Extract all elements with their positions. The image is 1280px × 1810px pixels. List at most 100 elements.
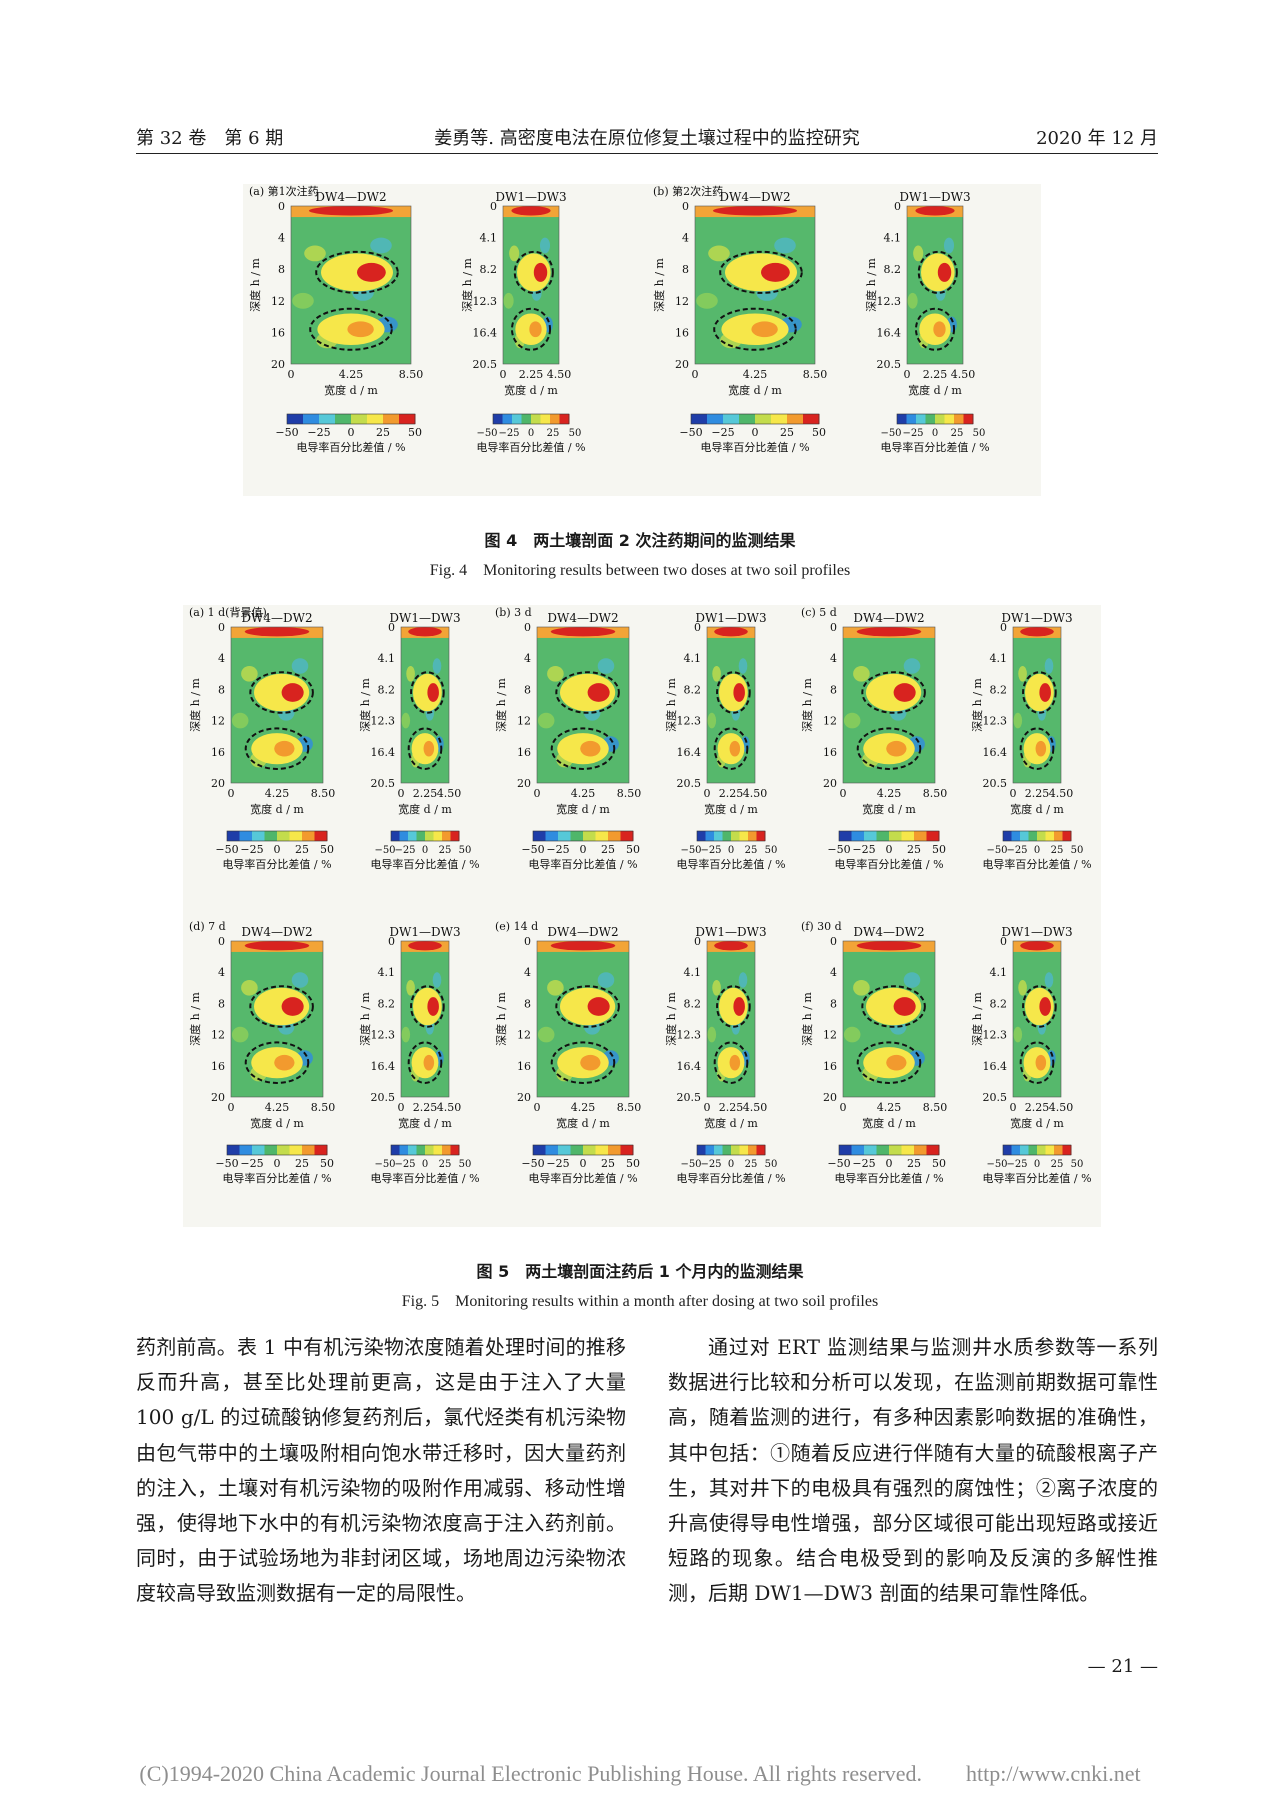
colorbar-swatch [450, 831, 460, 841]
colorbar-swatch [512, 414, 522, 424]
y-tick-label: 0 [694, 935, 701, 948]
x-tick-label: 0 [534, 787, 541, 800]
colorbar-swatch [748, 831, 757, 841]
x-tick-label: 2.25 [719, 787, 744, 800]
anomaly-boundary-dashed [555, 671, 620, 714]
anomaly-core [357, 262, 386, 282]
panel-frame [536, 940, 630, 1098]
colorbar-swatch [851, 831, 865, 841]
colorbar-tick-label: −25 [852, 1157, 875, 1170]
x-tick-label: 4.50 [743, 787, 768, 800]
colorbar-swatch [914, 1145, 927, 1155]
y-tick-label: 16 [675, 326, 689, 339]
y-tick-label: 4.1 [990, 966, 1008, 979]
colorbar-label: 电导率百分比差值 / % [370, 1171, 479, 1185]
x-axis-label: 宽度 d / m [862, 1116, 916, 1130]
y-tick-label: 20 [675, 358, 689, 371]
colorbar-tick-label: 25 [951, 428, 964, 439]
colorbar-swatch [1037, 1145, 1046, 1155]
colorbar-swatch [277, 1145, 290, 1155]
conductivity-patch [774, 237, 796, 254]
conductivity-patch [539, 237, 551, 254]
y-tick-label: 16.4 [677, 746, 702, 759]
colorbar-frame [532, 830, 634, 842]
conductivity-patch [292, 292, 314, 309]
y-tick-label: 8.2 [378, 997, 396, 1010]
anomaly-core [587, 997, 610, 1016]
anomaly-core [274, 740, 295, 757]
panel-image [503, 206, 559, 364]
y-tick-label: 12 [823, 715, 837, 728]
panel-title: DW4—DW2 [547, 925, 618, 939]
x-tick-label: 0 [398, 787, 405, 800]
colorbar-swatch [1003, 831, 1012, 841]
y-tick-label: 12.3 [371, 1029, 396, 1042]
conductivity-patch [401, 1026, 411, 1043]
x-tick-label: 8.50 [923, 787, 948, 800]
x-tick-label: 0 [840, 787, 847, 800]
colorbar-tick-label: 25 [547, 428, 560, 439]
y-tick-label: 4 [830, 966, 837, 979]
subfigure-label: (b) 3 d [495, 606, 532, 619]
copyright-footer: (C)1994-2020 China Academic Journal Elec… [139, 1761, 1141, 1786]
x-tick-label: 0 [288, 368, 295, 381]
y-tick-label: 8.2 [480, 263, 498, 276]
panel-frame [906, 205, 964, 365]
colorbar-swatch [583, 831, 596, 841]
colorbar-frame [390, 1144, 460, 1156]
colorbar-tick-label: 0 [528, 428, 534, 439]
colorbar-label: 电导率百分比差值 / % [222, 1171, 331, 1185]
x-tick-label: 4.50 [437, 1101, 462, 1114]
conductivity-patch [406, 666, 415, 682]
colorbar-swatch [289, 1145, 303, 1155]
colorbar-label: 电导率百分比差值 / % [296, 440, 405, 454]
x-tick-label: 0 [692, 368, 699, 381]
y-axis-label: 深度 h / m [188, 992, 202, 1046]
conductivity-patch [1018, 666, 1027, 682]
colorbar-tick-label: −25 [307, 426, 330, 439]
y-tick-label: 4.1 [378, 966, 396, 979]
page-number: — 21 — [1087, 1656, 1158, 1677]
colorbar-frame [1002, 830, 1072, 842]
x-tick-label: 8.50 [311, 787, 336, 800]
anomaly-core [751, 321, 778, 338]
anomaly-boundary-dashed [1019, 727, 1055, 770]
y-axis-label: 深度 h / m [800, 678, 814, 732]
colorbar-label: 电导率百分比差值 / % [700, 440, 809, 454]
colorbar-swatch [408, 831, 417, 841]
x-tick-label: 0 [1010, 1101, 1017, 1114]
x-tick-label: 4.25 [339, 368, 364, 381]
panel-title: DW4—DW2 [719, 190, 790, 204]
anomaly-boundary-dashed [861, 671, 926, 714]
colorbar-tick-label: −25 [240, 1157, 263, 1170]
colorbar-tick-label: 50 [812, 426, 826, 439]
x-axis-label: 宽度 d / m [1010, 1116, 1064, 1130]
y-tick-label: 4 [682, 232, 689, 245]
x-tick-label: 0 [1010, 787, 1017, 800]
colorbar-swatch [558, 831, 571, 841]
colorbar-tick-label: 25 [907, 1157, 921, 1170]
anomaly-core [1035, 740, 1047, 757]
colorbar-tick-label: 50 [932, 843, 946, 856]
colorbar-swatch [1011, 831, 1021, 841]
y-tick-label: 8.2 [378, 683, 396, 696]
colorbar-swatch [889, 831, 902, 841]
colorbar-tick-label: −50 [986, 1159, 1007, 1170]
conductivity-patch [843, 712, 861, 729]
article-title-running: 姜勇等. 高密度电法在原位修复土壤过程中的监控研究 [434, 128, 860, 149]
y-tick-label: 4 [830, 652, 837, 665]
anomaly-boundary-dashed [914, 307, 956, 351]
colorbar-swatch [731, 1145, 740, 1155]
y-tick-label: 20.5 [983, 1091, 1008, 1104]
y-tick-label: 4.1 [480, 232, 498, 245]
x-tick-label: 0 [704, 1101, 711, 1114]
colorbar-swatch [876, 1145, 890, 1155]
conductivity-patch [291, 972, 309, 988]
colorbar-swatch [739, 831, 749, 841]
y-tick-label: 12.3 [983, 1029, 1008, 1042]
y-tick-label: 12.3 [877, 295, 902, 308]
